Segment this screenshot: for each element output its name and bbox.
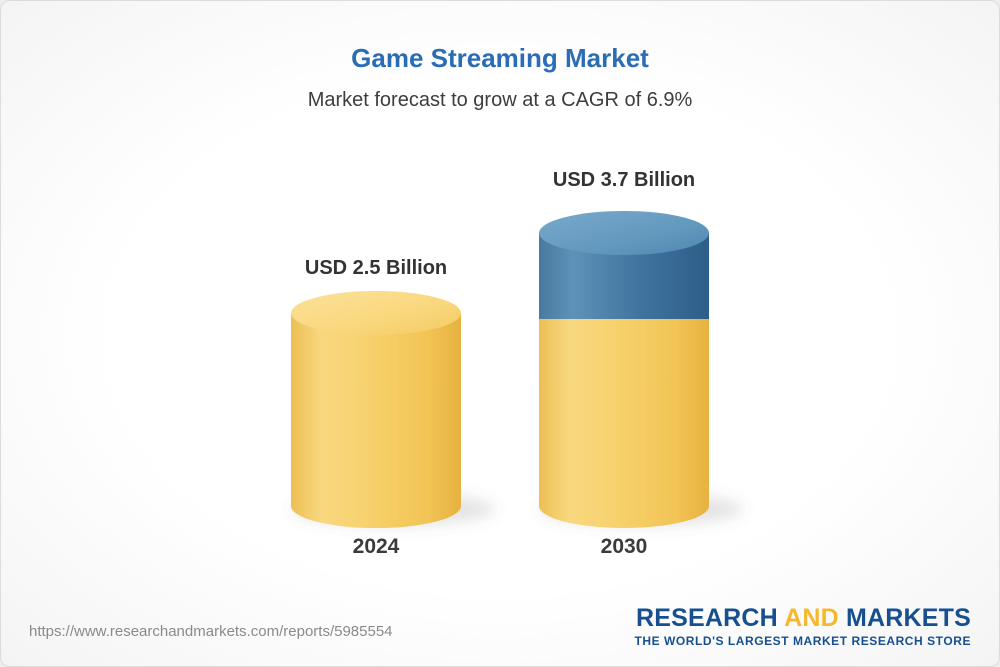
bar-2024-cylinder: [291, 291, 461, 528]
x-axis-label-2024: 2024: [352, 535, 400, 558]
bar-2024-shadow: [291, 492, 495, 526]
logo-wordmark: RESEARCH AND MARKETS: [634, 605, 971, 631]
chart-title: Game Streaming Market: [351, 43, 649, 73]
bar-2030-value-label: USD 3.7 Billion: [552, 169, 696, 191]
logo-word-research: RESEARCH: [635, 604, 778, 632]
bar-2030-shadow: [539, 492, 743, 526]
chart-subtitle: Market forecast to grow at a CAGR of 6.9…: [307, 89, 693, 111]
research-and-markets-logo: RESEARCH AND MARKETS THE WORLD'S LARGEST…: [634, 605, 971, 648]
logo-word-and: AND: [784, 604, 839, 632]
x-axis-label-2030: 2030: [600, 535, 648, 558]
bar-2030-cylinder: [539, 211, 709, 528]
bar-2024-value-label: USD 2.5 Billion: [304, 257, 448, 279]
logo-tagline: THE WORLD'S LARGEST MARKET RESEARCH STOR…: [634, 634, 971, 649]
logo-word-markets: MARKETS: [845, 604, 971, 632]
report-url-link[interactable]: https://www.researchandmarkets.com/repor…: [29, 623, 393, 640]
